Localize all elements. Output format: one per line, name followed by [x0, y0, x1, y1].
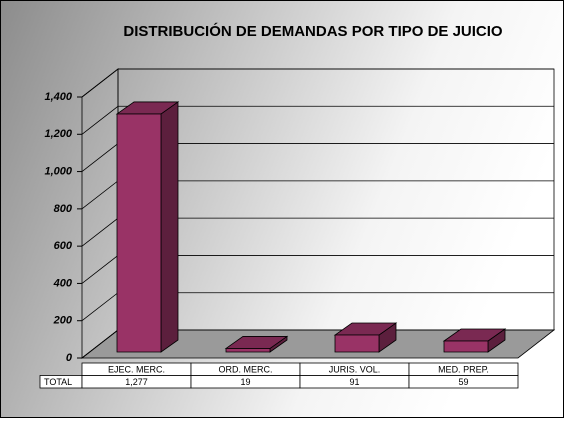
data-label: 1,277: [125, 377, 148, 387]
y-tick-label: 1,000: [44, 165, 72, 177]
data-label: 91: [349, 377, 359, 387]
bar: [224, 335, 289, 353]
table-cell: [408, 375, 519, 389]
y-tick-label: 400: [53, 277, 73, 289]
bar-front: [334, 334, 380, 353]
bar: [115, 101, 180, 353]
bar: [442, 328, 507, 353]
bar-front: [225, 348, 271, 353]
x-tick-label: JURIS. VOL.: [329, 365, 381, 375]
bar-side: [160, 101, 179, 353]
chart-title: DISTRIBUCIÓN DE DEMANDAS POR TIPO DE JUI…: [123, 22, 503, 40]
bar-front: [116, 113, 162, 353]
data-label: 19: [240, 377, 250, 387]
y-tick-label: 0: [66, 352, 73, 364]
data-label: 59: [458, 377, 468, 387]
y-tick-label: 800: [54, 203, 73, 215]
x-tick-label: EJEC. MERC.: [108, 365, 165, 375]
legend-label: TOTAL: [44, 377, 72, 387]
bar: [333, 322, 398, 353]
x-tick-label: MED. PREP.: [438, 365, 489, 375]
y-tick-label: 200: [53, 315, 73, 327]
x-tick-label: ORD. MERC.: [219, 365, 273, 375]
bar-front: [443, 340, 489, 353]
grid-line: [81, 105, 554, 135]
y-tick-label: 1,400: [44, 91, 72, 103]
y-tick-label: 1,200: [44, 128, 72, 140]
y-tick-label: 600: [54, 240, 73, 252]
grid-line: [81, 68, 554, 98]
